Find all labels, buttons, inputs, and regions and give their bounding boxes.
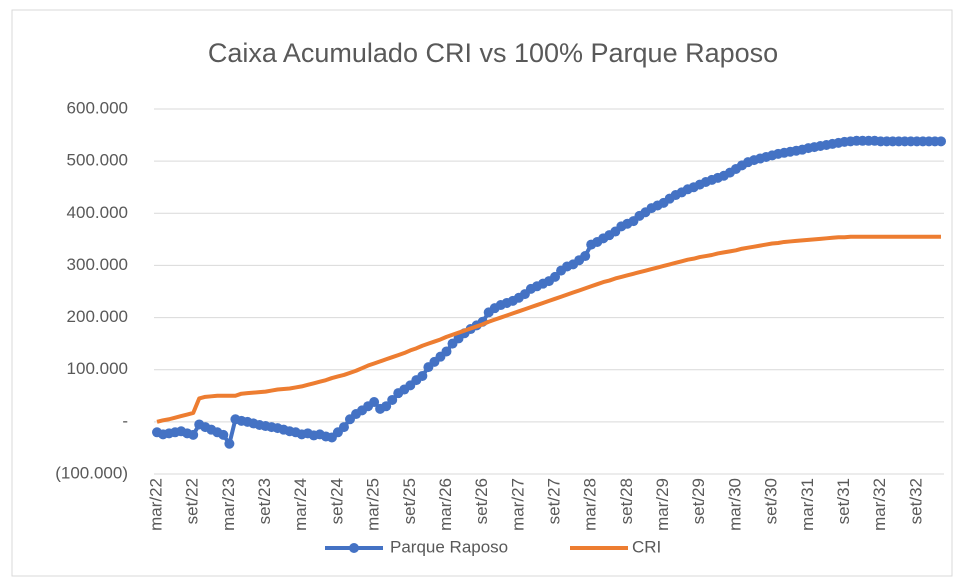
data-point: [550, 271, 561, 282]
x-tick-label: mar/30: [725, 478, 744, 531]
data-point: [441, 346, 452, 357]
legend-label: CRI: [632, 537, 661, 556]
data-point: [381, 401, 392, 412]
x-tick-label: mar/25: [364, 478, 383, 531]
x-tick-label: set/25: [400, 478, 419, 524]
x-tick-label: mar/23: [219, 478, 238, 531]
data-point: [338, 422, 349, 433]
series-line: [156, 234, 941, 424]
x-tick-label: mar/22: [146, 478, 165, 531]
x-tick-label: set/22: [183, 478, 202, 524]
data-point: [935, 136, 946, 147]
legend-marker: [349, 543, 359, 553]
x-tick-label: mar/28: [581, 478, 600, 531]
x-tick-label: mar/32: [870, 478, 889, 531]
y-tick-label: 500.000: [67, 151, 128, 170]
x-tick-label: set/27: [545, 478, 564, 524]
data-point: [188, 429, 199, 440]
x-tick-label: set/23: [255, 478, 274, 524]
x-tick-label: set/31: [834, 478, 853, 524]
x-tick-label: mar/26: [436, 478, 455, 531]
x-tick-label: set/24: [327, 478, 346, 524]
data-point: [369, 397, 380, 408]
chart-title: Caixa Acumulado CRI vs 100% Parque Rapos…: [208, 38, 778, 68]
data-point: [387, 394, 398, 405]
x-tick-label: set/26: [472, 478, 491, 524]
x-tick-label: mar/29: [653, 478, 672, 531]
x-tick-label: set/30: [762, 478, 781, 524]
y-tick-label: 600.000: [67, 98, 128, 117]
y-tick-label: (100.000): [55, 463, 128, 482]
y-tick-label: 400.000: [67, 203, 128, 222]
x-tick-label: mar/31: [798, 478, 817, 531]
data-point: [218, 429, 229, 440]
y-tick-label: -: [122, 411, 128, 430]
x-tick-label: set/29: [689, 478, 708, 524]
x-tick-label: mar/27: [508, 478, 527, 531]
x-tick-label: set/28: [617, 478, 636, 524]
y-tick-label: 200.000: [67, 307, 128, 326]
chart-border: [11, 9, 953, 577]
legend-label: Parque Raposo: [390, 537, 508, 556]
y-tick-label: 300.000: [67, 255, 128, 274]
x-tick-label: set/32: [906, 478, 925, 524]
x-tick-label: mar/24: [291, 478, 310, 531]
y-tick-label: 100.000: [67, 359, 128, 378]
data-point: [580, 251, 591, 262]
data-point: [224, 438, 235, 449]
data-point: [417, 370, 428, 381]
